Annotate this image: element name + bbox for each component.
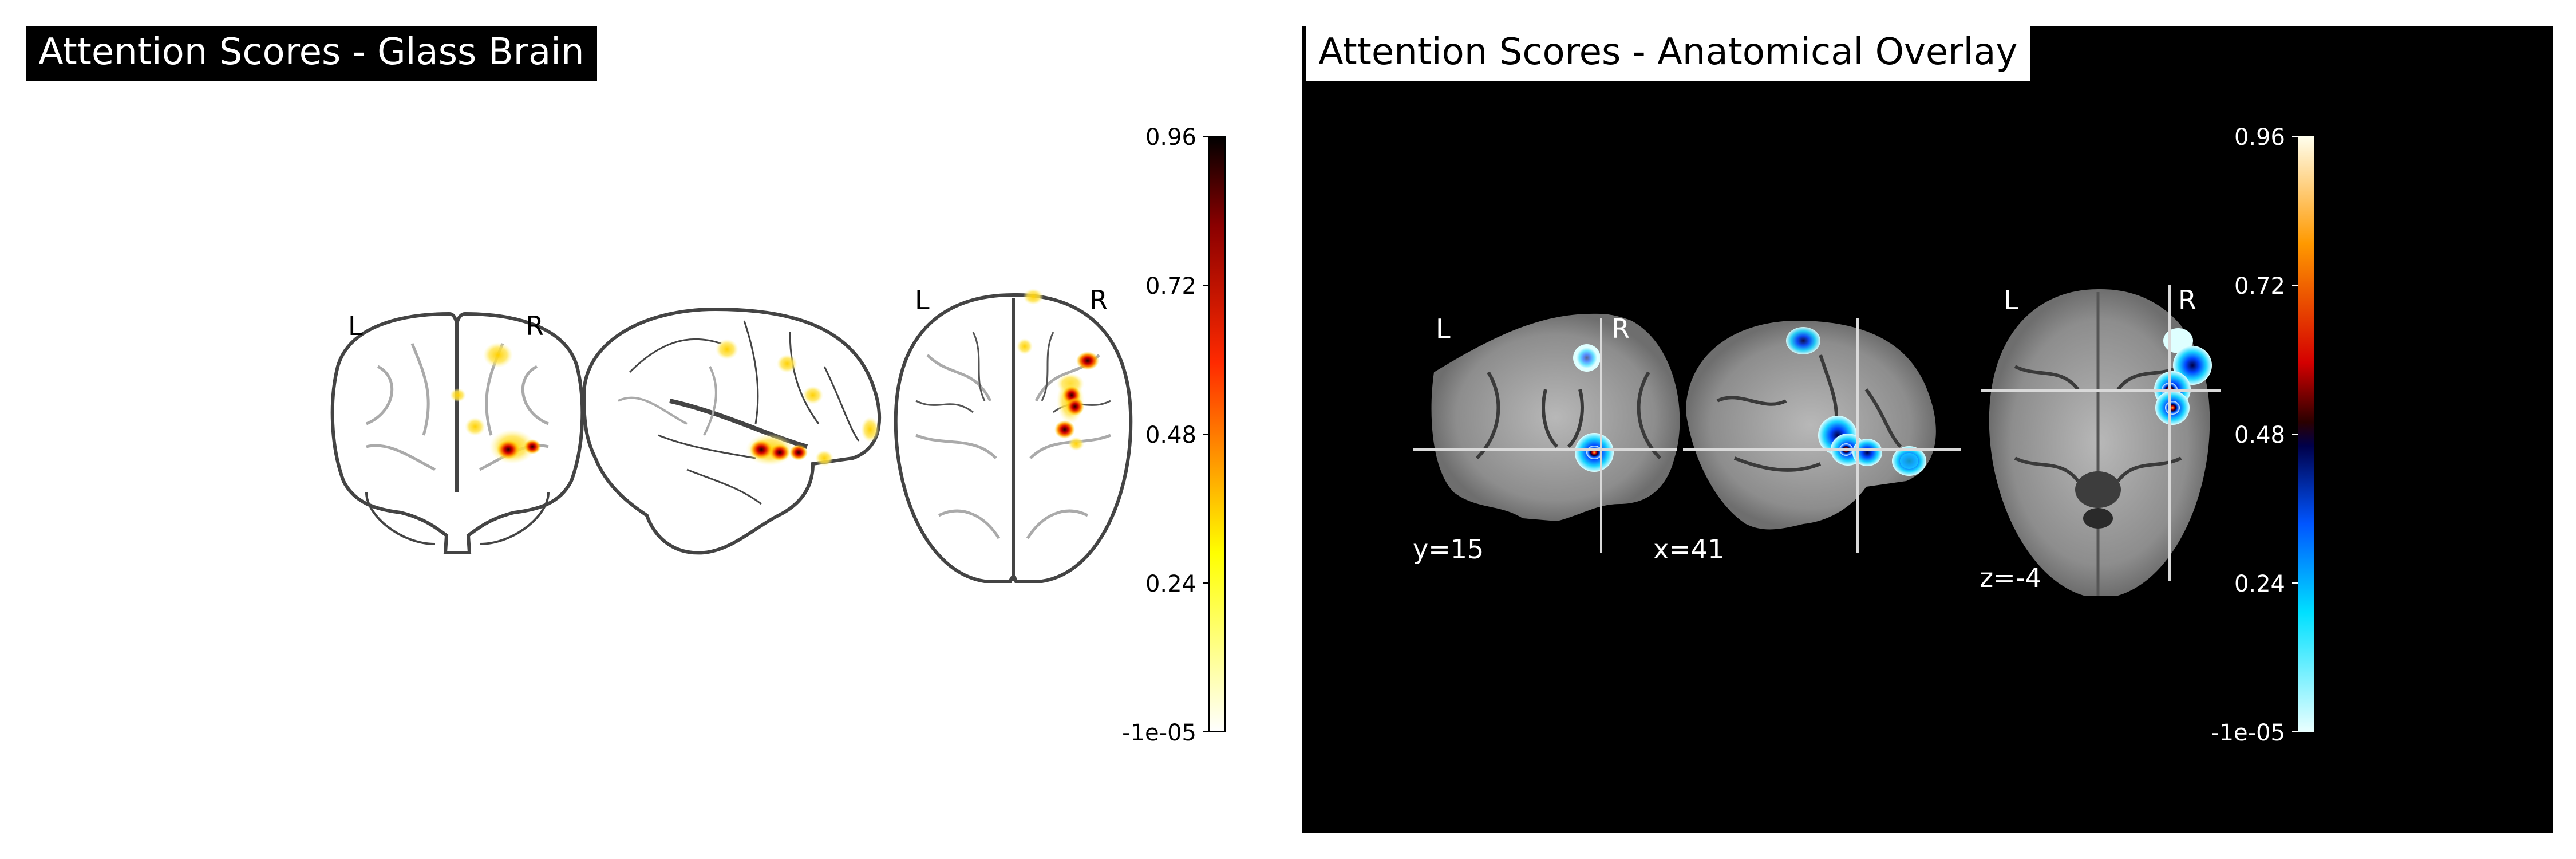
colorbar-tick-label: 0.48 xyxy=(2234,422,2285,448)
colorbar-tick-label: -1e-05 xyxy=(2211,720,2285,746)
colorbar-tick-label: 0.72 xyxy=(2234,273,2285,300)
anat-axial-left-label: L xyxy=(2004,285,2018,316)
anat-coronal-view: L R y=15 xyxy=(1413,313,1680,565)
anat-coronal-cut-label: y=15 xyxy=(1413,534,1484,565)
glass-axial-view: L R xyxy=(894,285,1133,583)
glass-axial-right-label: R xyxy=(1089,285,1108,316)
glass-sagittal-view xyxy=(582,307,882,555)
anat-coronal-right-label: R xyxy=(1611,313,1630,344)
anat-coronal-left-label: L xyxy=(1436,313,1451,344)
anatomical-title: Attention Scores - Anatomical Overlay xyxy=(1306,26,2030,81)
colorbar-tick-label: 0.24 xyxy=(2234,571,2285,597)
anat-sagittal-view: x=41 xyxy=(1653,318,1961,565)
colorbar-tick-label: 0.96 xyxy=(2234,124,2285,151)
colorbar-tick-label: 0.24 xyxy=(1145,571,1196,597)
colorbar-tick-label: 0.96 xyxy=(1145,124,1196,151)
anatomical-colorbar: 0.96 0.72 0.48 0.24 -1e-05 xyxy=(2211,124,2314,746)
glass-colorbar-ticks: 0.96 0.72 0.48 0.24 -1e-05 xyxy=(1122,124,1209,746)
anat-axial-right-label: R xyxy=(2178,285,2196,316)
glass-coronal-view: L R xyxy=(330,310,584,554)
glass-brain-title: Attention Scores - Glass Brain xyxy=(26,26,597,81)
colorbar-tick-label: -1e-05 xyxy=(1122,720,1196,746)
anatomical-colorbar-ticks: 0.96 0.72 0.48 0.24 -1e-05 xyxy=(2211,124,2298,746)
anat-sagittal-cut-label: x=41 xyxy=(1653,534,1724,565)
glass-axial-left-label: L xyxy=(915,285,930,316)
glass-coronal-right-label: R xyxy=(526,310,544,341)
anat-axial-view: L R z=-4 xyxy=(1980,285,2221,596)
glass-coronal-left-label: L xyxy=(348,310,363,341)
anat-axial-cut-label: z=-4 xyxy=(1980,562,2042,593)
colorbar-tick-label: 0.48 xyxy=(1145,422,1196,448)
colorbar-tick-label: 0.72 xyxy=(1145,273,1196,300)
glass-colorbar: 0.96 0.72 0.48 0.24 -1e-05 xyxy=(1122,124,1226,746)
glass-brain-panel xyxy=(0,0,1294,859)
